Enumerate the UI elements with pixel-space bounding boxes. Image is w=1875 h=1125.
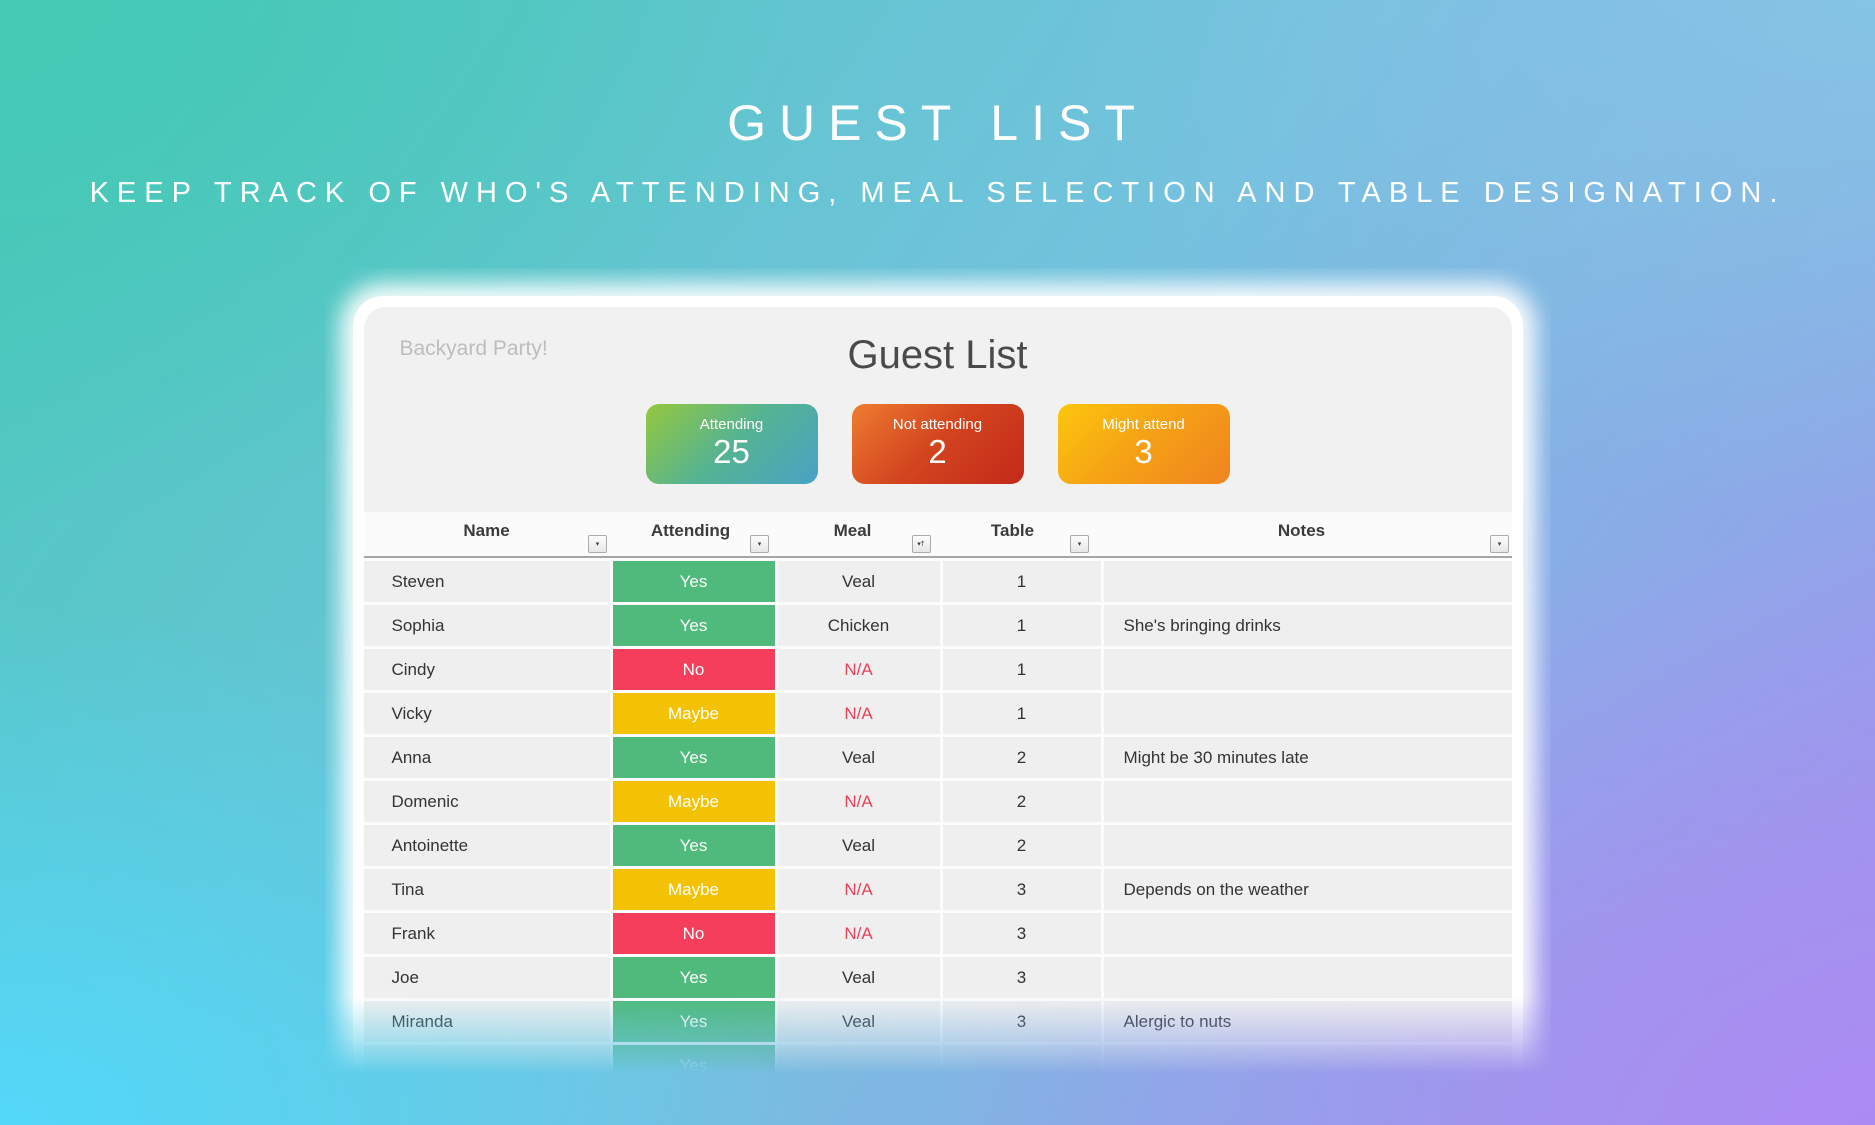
cell-meal[interactable]: Chicken xyxy=(777,605,940,646)
page-title: GUEST LIST xyxy=(727,95,1148,151)
cell-meal[interactable]: N/A xyxy=(777,913,940,954)
stat-label: Might attend xyxy=(1102,416,1185,433)
cell-name[interactable]: Cindy xyxy=(363,649,610,690)
cell-notes[interactable]: Might be 30 minutes late xyxy=(1103,737,1512,778)
cell-name[interactable]: Frank xyxy=(363,913,610,954)
table-body: Steven Yes Veal 1 Sophia Yes Chicken 1 She's bri… xyxy=(363,558,1512,1086)
cell-table[interactable]: 1 xyxy=(942,561,1101,602)
cell-attending[interactable]: Maybe xyxy=(612,693,775,734)
partial-row-cell-name[interactable] xyxy=(363,1045,610,1086)
cell-name[interactable]: Domenic xyxy=(363,781,610,822)
column-label: Table xyxy=(990,521,1035,540)
cell-name[interactable]: Sophia xyxy=(363,605,610,646)
cell-table[interactable]: 3 xyxy=(942,913,1101,954)
stat-card-not-attending: Not attending 2 xyxy=(851,404,1024,484)
stat-label: Attending xyxy=(699,416,764,433)
stat-card-might-attend: Might attend 3 xyxy=(1057,404,1230,484)
stat-card-attending: Attending 25 xyxy=(645,404,818,484)
cell-notes[interactable]: Depends on the weather xyxy=(1103,869,1512,910)
cell-table[interactable]: 3 xyxy=(942,957,1101,998)
cell-meal[interactable]: N/A xyxy=(777,649,940,690)
cell-attending[interactable]: Yes xyxy=(612,1001,775,1042)
cell-name[interactable]: Antoinette xyxy=(363,825,610,866)
cell-notes[interactable] xyxy=(1103,913,1512,954)
card-title: Guest List xyxy=(847,333,1028,377)
event-name-cell[interactable]: Backyard Party! xyxy=(399,337,548,360)
cell-table[interactable]: 3 xyxy=(942,869,1101,910)
guest-table: Name ▾ Attending ▾ Meal ▾↑ Table ▾ Notes ▾ Steven… xyxy=(363,512,1512,1086)
filter-button-table-chevron-down-icon[interactable]: ▾ xyxy=(1069,535,1089,553)
cell-attending[interactable]: Yes xyxy=(612,605,775,646)
filter-button-attending-chevron-down-icon[interactable]: ▾ xyxy=(749,535,769,553)
cell-meal[interactable]: N/A xyxy=(777,781,940,822)
cell-notes[interactable] xyxy=(1103,825,1512,866)
cell-attending[interactable]: No xyxy=(612,649,775,690)
cell-table[interactable]: 3 xyxy=(942,1001,1101,1042)
stat-value: 2 xyxy=(928,433,947,470)
partial-row-cell-attending[interactable]: Yes xyxy=(612,1045,775,1086)
stat-label: Not attending xyxy=(892,416,983,433)
cell-name[interactable]: Joe xyxy=(363,957,610,998)
filter-button-name-chevron-down-icon[interactable]: ▾ xyxy=(587,535,607,553)
cell-attending[interactable]: Maybe xyxy=(612,781,775,822)
column-label: Notes xyxy=(1277,521,1326,540)
table-header-row: Name ▾ Attending ▾ Meal ▾↑ Table ▾ Notes ▾ xyxy=(363,512,1512,558)
column-header-notes: Notes ▾ xyxy=(1092,512,1512,556)
filter-button-meal-sort-filter-icon[interactable]: ▾↑ xyxy=(911,535,931,553)
cell-table[interactable]: 1 xyxy=(942,693,1101,734)
cell-notes[interactable] xyxy=(1103,781,1512,822)
cell-meal[interactable]: N/A xyxy=(777,693,940,734)
stat-value: 3 xyxy=(1134,433,1153,470)
partial-row-cell-notes[interactable] xyxy=(1103,1045,1512,1086)
column-header-meal: Meal ▾↑ xyxy=(772,512,934,556)
cell-name[interactable]: Tina xyxy=(363,869,610,910)
cell-table[interactable]: 2 xyxy=(942,737,1101,778)
cell-name[interactable]: Steven xyxy=(363,561,610,602)
stats-row: Attending 25 Not attending 2 Might attend 3 xyxy=(364,404,1512,484)
cell-name[interactable]: Miranda xyxy=(363,1001,610,1042)
cell-notes[interactable] xyxy=(1103,693,1512,734)
guest-list-card: Backyard Party! Guest List Attending 25 No… xyxy=(325,268,1551,1125)
cell-attending[interactable]: Yes xyxy=(612,737,775,778)
card-top-section: Backyard Party! Guest List Attending 25 No… xyxy=(364,307,1512,512)
stat-value: 25 xyxy=(713,433,750,470)
column-header-attending: Attending ▾ xyxy=(610,512,772,556)
cell-attending[interactable]: Maybe xyxy=(612,869,775,910)
cell-meal[interactable]: Veal xyxy=(777,561,940,602)
cell-meal[interactable]: Veal xyxy=(777,737,940,778)
cell-attending[interactable]: No xyxy=(612,913,775,954)
cell-table[interactable]: 1 xyxy=(942,649,1101,690)
cell-meal[interactable]: N/A xyxy=(777,869,940,910)
cell-name[interactable]: Vicky xyxy=(363,693,610,734)
cell-name[interactable]: Anna xyxy=(363,737,610,778)
cell-table[interactable]: 2 xyxy=(942,825,1101,866)
cell-meal[interactable]: Veal xyxy=(777,957,940,998)
cell-notes[interactable] xyxy=(1103,561,1512,602)
cell-notes[interactable] xyxy=(1103,957,1512,998)
column-label: Meal xyxy=(833,521,872,540)
cell-attending[interactable]: Yes xyxy=(612,957,775,998)
cell-notes[interactable] xyxy=(1103,649,1512,690)
partial-row-cell-meal[interactable] xyxy=(777,1045,940,1086)
card-body: Backyard Party! Guest List Attending 25 No… xyxy=(363,307,1512,1086)
card-glow-frame: Backyard Party! Guest List Attending 25 No… xyxy=(352,296,1523,1097)
column-label: Attending xyxy=(650,521,731,540)
cell-attending[interactable]: Yes xyxy=(612,561,775,602)
page-subtitle: KEEP TRACK OF WHO'S ATTENDING, MEAL SELE… xyxy=(89,177,1786,209)
cell-notes[interactable]: She's bringing drinks xyxy=(1103,605,1512,646)
filter-button-notes-chevron-down-icon[interactable]: ▾ xyxy=(1489,535,1509,553)
cell-table[interactable]: 1 xyxy=(942,605,1101,646)
cell-table[interactable]: 2 xyxy=(942,781,1101,822)
hero: GUEST LIST KEEP TRACK OF WHO'S ATTENDING… xyxy=(0,0,1875,210)
cell-attending[interactable]: Yes xyxy=(612,825,775,866)
cell-meal[interactable]: Veal xyxy=(777,1001,940,1042)
column-header-name: Name ▾ xyxy=(364,512,610,556)
cell-notes[interactable]: Alergic to nuts xyxy=(1103,1001,1512,1042)
partial-row-cell-table[interactable] xyxy=(942,1045,1101,1086)
column-label: Name xyxy=(463,521,510,540)
column-header-table: Table ▾ xyxy=(934,512,1092,556)
cell-meal[interactable]: Veal xyxy=(777,825,940,866)
